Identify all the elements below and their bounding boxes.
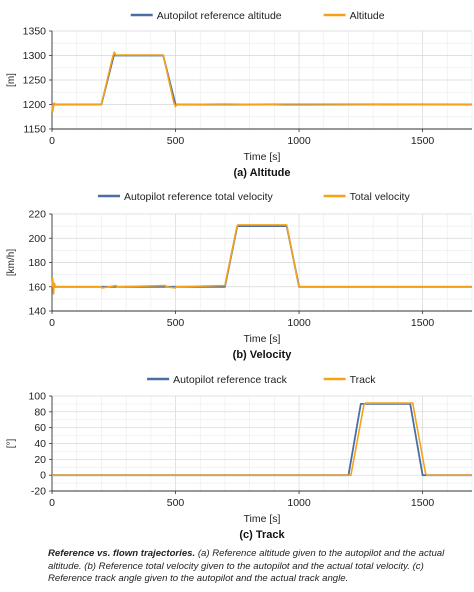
panel-caption: (b) Velocity bbox=[233, 349, 293, 361]
panel-caption: (c) Track bbox=[239, 529, 285, 541]
y-tick-label: 140 bbox=[28, 306, 46, 318]
y-tick-label: 80 bbox=[34, 406, 46, 418]
figure-caption: Reference vs. flown trajectories. (a) Re… bbox=[48, 548, 466, 586]
legend: Autopilot reference track Track bbox=[147, 374, 376, 386]
x-tick-label: 1000 bbox=[287, 135, 311, 147]
y-tick-label: 1150 bbox=[23, 124, 46, 136]
reference-series-line bbox=[52, 225, 472, 288]
y-tick-label: 1300 bbox=[23, 50, 47, 62]
chart-panel-1: 0 500 1000 1500 1150 1200 1250 1300 1350 Time [s]… bbox=[6, 10, 473, 179]
y-tick-label: 0 bbox=[40, 470, 46, 482]
legend-label: Total velocity bbox=[350, 191, 411, 203]
legend: Autopilot reference altitude Altitude bbox=[130, 10, 385, 22]
y-axis-label: [km/h] bbox=[6, 249, 17, 276]
legend-label: Autopilot reference track bbox=[173, 374, 288, 386]
x-tick-label: 500 bbox=[167, 317, 185, 329]
x-axis-label: Time [s] bbox=[244, 513, 281, 525]
y-tick-label: -20 bbox=[31, 486, 46, 498]
actual-series-line bbox=[52, 402, 472, 477]
y-tick-label: 160 bbox=[28, 281, 46, 293]
y-tick-label: 180 bbox=[28, 257, 46, 269]
x-tick-label: 0 bbox=[49, 135, 55, 147]
y-tick-label: 200 bbox=[28, 233, 46, 245]
y-tick-label: 100 bbox=[28, 391, 46, 403]
y-tick-label: 1200 bbox=[23, 99, 47, 111]
y-tick-label: 1250 bbox=[23, 75, 47, 87]
y-tick-label: 20 bbox=[34, 454, 46, 466]
y-tick-label: 60 bbox=[34, 422, 46, 434]
reference-series-line bbox=[52, 402, 472, 477]
legend: Autopilot reference total velocity Total … bbox=[97, 191, 411, 203]
x-tick-label: 0 bbox=[49, 497, 55, 509]
x-axis-label: Time [s] bbox=[244, 333, 281, 345]
x-tick-label: 1500 bbox=[411, 135, 435, 147]
legend-label: Autopilot reference total velocity bbox=[124, 191, 274, 203]
legend-label: Track bbox=[350, 374, 377, 386]
y-tick-label: 1350 bbox=[23, 26, 47, 38]
x-tick-label: 1000 bbox=[287, 497, 311, 509]
caption-title: Reference vs. flown trajectories. bbox=[48, 548, 196, 559]
x-tick-label: 1000 bbox=[287, 317, 311, 329]
x-tick-label: 500 bbox=[167, 135, 185, 147]
legend-label: Autopilot reference altitude bbox=[157, 10, 282, 22]
actual-series-line bbox=[51, 51, 473, 113]
x-axis-label: Time [s] bbox=[244, 151, 281, 163]
y-tick-label: 40 bbox=[34, 438, 46, 450]
y-axis-label: [°] bbox=[6, 439, 17, 449]
actual-series-line bbox=[51, 224, 472, 295]
y-axis-label: [m] bbox=[6, 73, 17, 87]
y-tick-label: 220 bbox=[28, 209, 46, 221]
x-tick-label: 1500 bbox=[411, 497, 435, 509]
chart-panel-2: 0 500 1000 1500 140 160 180 200 220 Time [s] [km/h… bbox=[6, 191, 473, 361]
x-tick-label: 0 bbox=[49, 317, 55, 329]
x-tick-label: 500 bbox=[167, 497, 185, 509]
panel-caption: (a) Altitude bbox=[233, 167, 290, 179]
x-tick-label: 1500 bbox=[411, 317, 435, 329]
caption-text: (a) Reference altitude given to the auto… bbox=[48, 548, 445, 584]
legend-label: Altitude bbox=[350, 10, 385, 22]
